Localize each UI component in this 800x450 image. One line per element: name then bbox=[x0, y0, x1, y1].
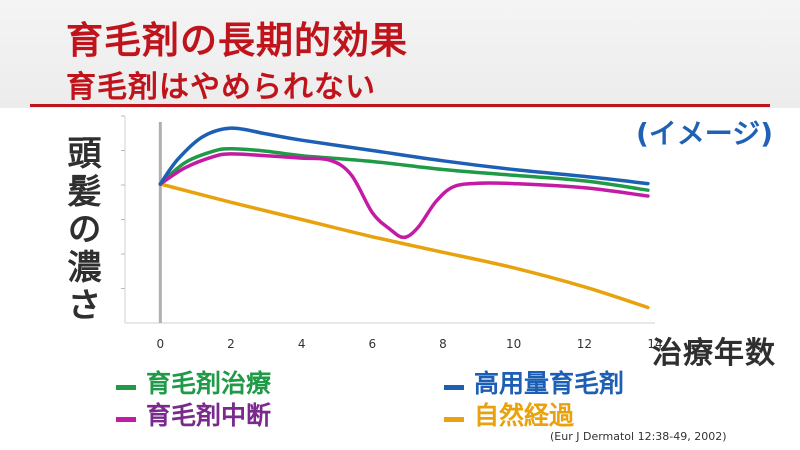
series-line-natural-course bbox=[158, 182, 650, 310]
image-note-tag: (イメージ) bbox=[636, 117, 774, 150]
series-line-treatment bbox=[158, 147, 650, 192]
citation: (Eur J Dermatol 12:38-49, 2002) bbox=[550, 430, 727, 443]
chart-axes bbox=[121, 115, 655, 324]
chart-series bbox=[158, 126, 650, 310]
x-tick-label-14: 14 bbox=[647, 337, 662, 351]
x-tick-label-2: 2 bbox=[227, 337, 235, 351]
legend-swatch-natural-course bbox=[444, 416, 464, 422]
legend-label-natural-course: 自然経過 bbox=[474, 401, 575, 430]
page-title: 育毛剤の長期的効果 bbox=[66, 19, 408, 62]
y-axis-label: 頭髪の濃さ bbox=[61, 135, 101, 325]
legend-label-treatment: 育毛剤治療 bbox=[146, 369, 272, 398]
legend-swatch-discontinued bbox=[116, 416, 136, 422]
series-line-discontinued bbox=[158, 152, 650, 240]
x-tick-label-0: 0 bbox=[157, 337, 165, 351]
x-tick-label-12: 12 bbox=[577, 337, 592, 351]
header-band bbox=[0, 0, 800, 108]
legend-item-treatment: 育毛剤治療 bbox=[116, 364, 271, 400]
title-underline bbox=[30, 104, 770, 107]
legend-label-discontinued: 育毛剤中断 bbox=[146, 401, 272, 430]
x-tick-label-4: 4 bbox=[298, 337, 306, 351]
x-tick-labels: 0 2 4 6 8 10 12 14 bbox=[157, 337, 663, 351]
legend-label-high-dose: 高用量育毛剤 bbox=[474, 369, 625, 398]
page-subtitle: 育毛剤はやめられない bbox=[66, 70, 376, 105]
series-line-high-dose bbox=[158, 126, 650, 186]
x-tick-label-10: 10 bbox=[506, 337, 521, 351]
legend-swatch-treatment bbox=[116, 384, 136, 390]
legend-swatch-high-dose bbox=[444, 384, 464, 390]
x-tick-label-6: 6 bbox=[369, 337, 377, 351]
x-axis-label: 治療年数 bbox=[652, 336, 776, 371]
legend-item-high-dose: 高用量育毛剤 bbox=[444, 364, 624, 400]
x-tick-label-8: 8 bbox=[439, 337, 447, 351]
legend-item-discontinued: 育毛剤中断 bbox=[116, 396, 271, 432]
legend-item-natural-course: 自然経過 bbox=[444, 396, 574, 432]
